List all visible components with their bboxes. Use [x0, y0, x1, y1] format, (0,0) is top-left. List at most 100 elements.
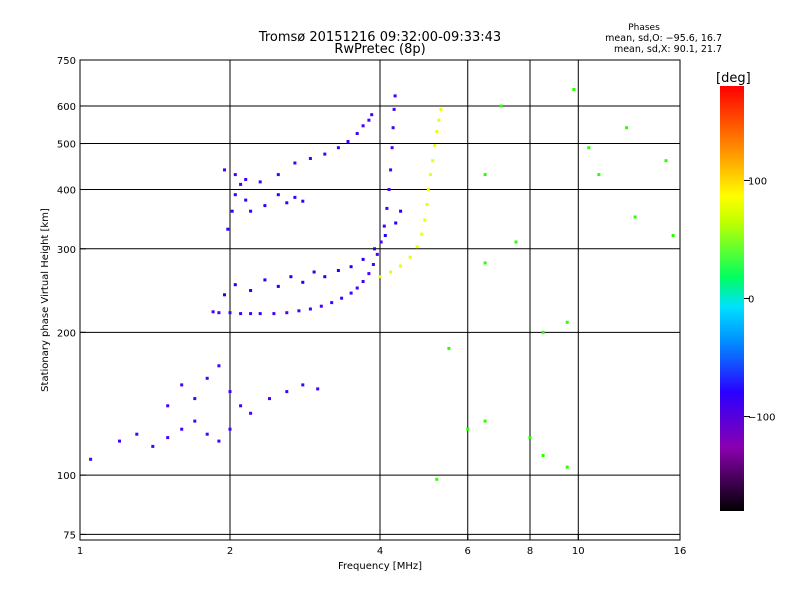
data-point [361, 124, 365, 128]
data-point [316, 387, 320, 391]
colorbar-tick-label: −100 [748, 413, 775, 424]
data-point [228, 427, 232, 431]
data-point [180, 383, 184, 387]
data-point [263, 204, 267, 208]
data-point [382, 224, 386, 228]
grid-lines [80, 60, 680, 540]
data-point [633, 215, 637, 219]
data-point [466, 427, 470, 431]
y-tick-labels: 75 100 200 300 400 500 600 750 [57, 56, 86, 541]
data-point [439, 107, 443, 111]
data-point [447, 346, 451, 350]
data-point [89, 457, 93, 461]
data-point [336, 269, 340, 272]
data-point [223, 293, 226, 297]
data-point [423, 218, 427, 222]
chart-subtitle: RwPretec (8p) [334, 42, 425, 57]
data-point [389, 168, 393, 172]
x-tick-label: 10 [572, 546, 585, 557]
y-tick-label: 100 [57, 471, 76, 482]
data-point [289, 275, 293, 279]
data-point [285, 201, 289, 205]
data-point [340, 296, 344, 300]
data-point [671, 234, 675, 237]
data-point [367, 272, 371, 276]
data-point [565, 465, 569, 469]
x-axis-label: Frequency [MHz] [338, 561, 422, 572]
data-point [272, 312, 276, 316]
data-point [565, 320, 569, 324]
data-point [308, 307, 312, 311]
data-point [217, 364, 221, 368]
data-point [293, 195, 297, 199]
data-point [118, 439, 121, 443]
data-point [572, 88, 576, 91]
y-tick-label: 750 [57, 56, 76, 67]
colorbar [720, 86, 744, 511]
data-point [387, 188, 391, 191]
data-point [301, 280, 305, 284]
data-point [230, 209, 234, 213]
data-point [433, 144, 437, 148]
data-point [276, 173, 280, 177]
data-point [431, 159, 435, 163]
data-point [193, 397, 197, 401]
data-point [390, 146, 394, 150]
data-point [151, 444, 155, 448]
data-point [323, 275, 327, 279]
data-point [217, 311, 221, 315]
data-point [276, 193, 280, 197]
y-tick-label: 75 [63, 530, 76, 541]
phases-x-stats: mean, sd,X: 90.1, 21.7 [614, 44, 722, 55]
x-tick-label: 16 [674, 546, 687, 557]
y-tick-label: 300 [57, 245, 76, 256]
x-tick-labels: 1 2 4 6 8 10 16 [77, 534, 687, 557]
data-points [89, 88, 675, 481]
data-point [597, 173, 601, 177]
data-point [166, 436, 170, 440]
colorbar-tick-label: 100 [748, 176, 767, 187]
phases-o-stats: mean, sd,O: −95.6, 16.7 [605, 33, 722, 44]
chart-title: Tromsø 20151216 09:32:00-09:33:43 [258, 30, 501, 45]
data-point [349, 291, 353, 295]
data-point [370, 113, 374, 117]
data-point [233, 283, 237, 287]
data-point [301, 199, 305, 203]
data-point [415, 245, 419, 249]
data-point [336, 146, 340, 150]
data-point [285, 390, 289, 394]
data-point [389, 270, 393, 274]
data-point [205, 376, 209, 380]
x-tick-label: 1 [77, 546, 83, 557]
data-point [258, 180, 262, 184]
data-point [408, 255, 412, 259]
data-point [625, 126, 629, 130]
data-point [249, 209, 253, 213]
data-point [483, 419, 487, 423]
data-point [249, 312, 253, 316]
data-point [239, 312, 243, 316]
y-tick-label: 200 [57, 328, 76, 339]
data-point [371, 263, 375, 266]
data-point [244, 178, 248, 181]
data-point [330, 301, 334, 305]
data-point [355, 132, 359, 135]
colorbar-ticks: 100 0 −100 [744, 176, 775, 424]
y-tick-label: 400 [57, 186, 76, 197]
data-point [301, 383, 305, 387]
data-point [392, 107, 396, 111]
x-tick-label: 6 [465, 546, 471, 557]
data-point [285, 311, 289, 315]
data-point [293, 161, 297, 165]
data-point [217, 439, 221, 443]
data-point [205, 432, 209, 436]
data-point [263, 278, 267, 282]
data-point [312, 270, 316, 274]
y-axis-label: Stationary phase Virtual Height [km] [40, 208, 51, 392]
data-point [394, 221, 398, 225]
y-tick-label: 500 [57, 140, 76, 151]
data-point [223, 168, 226, 172]
data-point [249, 289, 253, 292]
data-point [258, 312, 262, 316]
data-point [180, 427, 184, 431]
